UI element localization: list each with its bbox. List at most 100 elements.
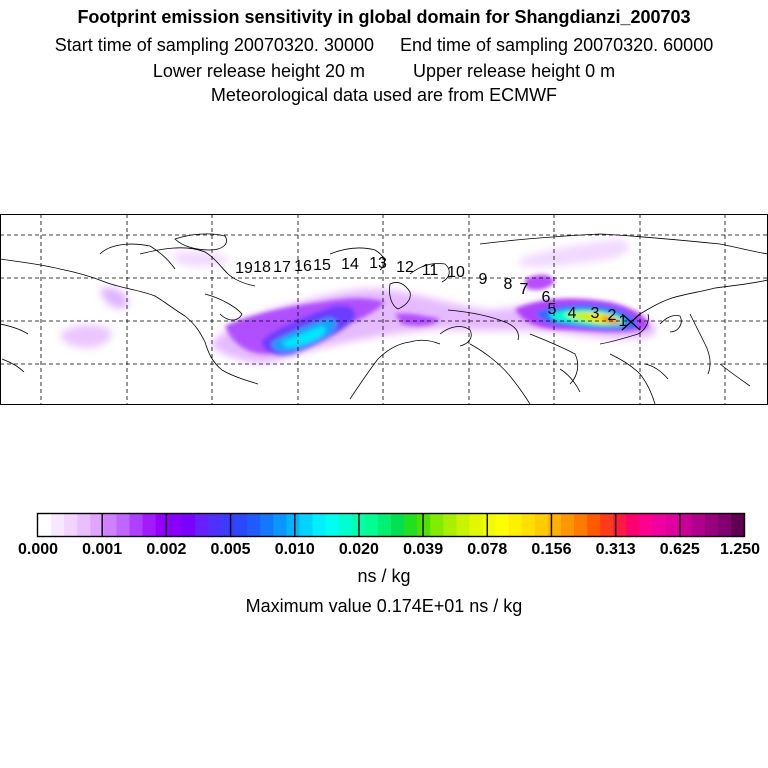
trajectory-label: 16 [294,258,312,275]
colorbar-swatch [312,514,327,536]
colorbar-tick-label: 0.039 [403,541,443,558]
colorbar-swatch [495,514,510,536]
colorbar-swatch [207,514,222,536]
trajectory-label: 5 [548,301,557,318]
trajectory-label: 17 [273,259,291,276]
colorbar-swatch [338,514,353,536]
max-value-label: Maximum value 0.174E+01 ns / kg [245,596,523,616]
colorbar-tick-label: 0.313 [596,541,636,558]
colorbar-swatch [247,514,261,536]
colorbar-swatch [103,514,117,536]
trajectory-label: 18 [253,259,271,276]
end-time-label: End time of sampling 20070320. 60000 [399,35,714,55]
colorbar-swatch [417,514,431,536]
trajectory-label: 9 [479,271,488,288]
trajectory-label: 2 [608,307,617,324]
sampling-times: Start time of sampling 20070320. 30000 En… [0,34,768,56]
colorbar-swatch [443,514,457,536]
colorbar-tick-label: 0.625 [660,541,700,558]
colorbar-tick-label: 1.250 [720,541,760,558]
colorbar-swatch [51,514,65,536]
trajectory-label: 14 [341,256,359,273]
colorbar-tick-label: 0.005 [211,541,251,558]
trajectory-label: 13 [369,255,387,272]
colorbar-swatch [678,514,693,536]
colorbar-swatch [273,514,287,536]
colorbar-swatch [64,514,78,536]
colorbar-swatch [508,514,523,536]
trajectory-label: 8 [504,276,513,293]
colorbar-tick-label: 0.002 [146,541,186,558]
trajectory-label: 11 [422,262,439,279]
colorbar-tick-label: 0.000 [18,541,58,558]
colorbar-swatch [430,514,444,536]
colorbar-swatch [299,514,313,536]
colorbar-swatch [116,514,130,536]
colorbar-swatch [181,514,196,536]
colorbar-swatch [730,514,745,536]
receptor-marker [621,313,641,331]
trajectory-label: 4 [568,305,577,322]
met-data-label: Meteorological data used are from ECMWF [210,85,558,105]
trajectory-label: 12 [396,259,414,276]
colorbar-tick-label: 0.001 [82,541,122,558]
colorbar-swatch [377,514,392,536]
colorbar-swatch [600,514,614,536]
trajectory-label: 10 [447,264,465,281]
colorbar-swatch [391,514,405,536]
colorbar-swatch [129,514,143,536]
colorbar-swatch [639,514,653,536]
colorbar-units: ns / kg [357,566,411,586]
colorbar-swatch [142,514,157,536]
trajectory-label: 3 [591,305,600,322]
trajectory-label: 15 [313,257,331,274]
colorbar-frame [36,512,746,538]
colorbar-swatch [234,514,248,536]
colorbar-swatches [38,514,745,536]
colorbar-tick-label: 0.078 [467,541,507,558]
colorbar-swatch [717,514,732,536]
colorbar-swatch [626,514,640,536]
upper-height-label: Upper release height 0 m [413,61,616,81]
graticule [1,215,767,404]
colorbar-swatch [665,514,680,536]
colorbar-swatch [325,514,340,536]
colorbar-tick-label: 0.156 [531,541,571,558]
trajectory-label: 1 [619,313,628,330]
colorbar-swatch [364,514,379,536]
colorbar-swatch [155,514,170,536]
colorbar-tick-label: 0.010 [275,541,315,558]
colorbar-swatch [587,514,601,536]
colorbar-swatch [547,514,562,536]
release-heights: Lower release height 20 m Upper release h… [0,60,768,82]
colorbar-swatch [404,514,418,536]
colorbar-swatch [704,514,719,536]
colorbar-swatch [613,514,627,536]
colorbar-swatch [286,514,300,536]
trajectory-label: 19 [235,260,253,277]
lower-height-label: Lower release height 20 m [152,61,365,81]
colorbar-swatch [456,514,470,536]
colorbar-swatch [482,514,496,536]
colorbar: 0.000 0.001 0.002 0.005 0.010 0.020 0.039 0.078… [18,512,760,558]
colorbar-swatch [260,514,274,536]
coastlines [1,233,767,404]
trajectory-label: 6 [542,289,551,306]
colorbar-swatch [194,514,209,536]
colorbar-swatch [38,514,52,536]
colorbar-swatch [221,514,235,536]
colorbar-tick-label: 0.020 [339,541,379,558]
colorbar-swatch [469,514,483,536]
colorbar-swatch [521,514,536,536]
colorbar-swatch [90,514,104,536]
trajectory-label: 7 [520,281,529,298]
colorbar-swatch [691,514,706,536]
colorbar-swatch [168,514,183,536]
plot-title: Footprint emission sensitivity in global… [77,7,691,27]
colorbar-swatch [652,514,666,536]
colorbar-swatch [574,514,588,536]
start-time-label: Start time of sampling 20070320. 30000 [54,35,374,55]
colorbar-swatch [534,514,549,536]
